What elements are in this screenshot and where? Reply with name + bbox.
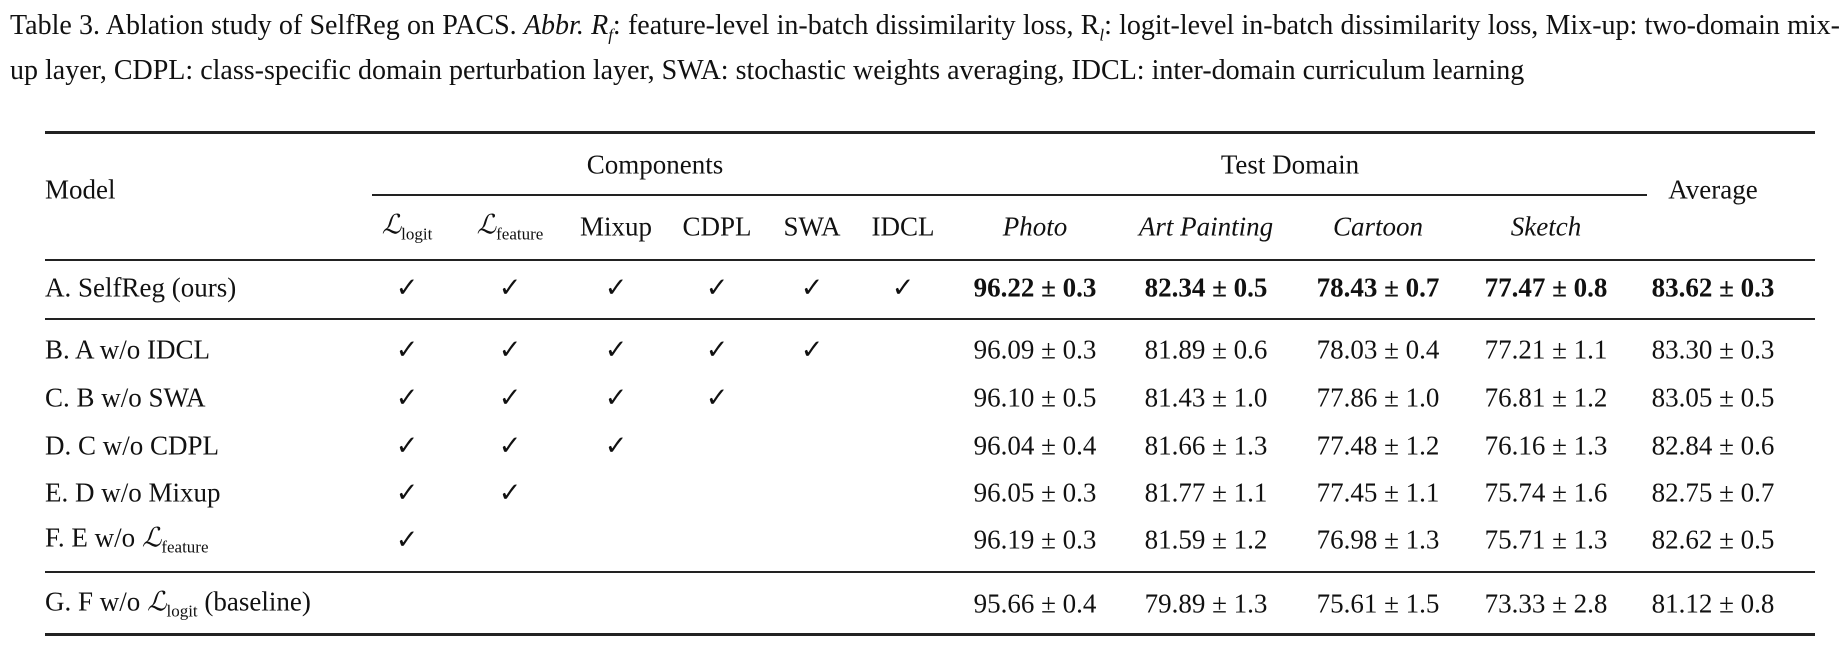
caption-label: Table 3. bbox=[10, 10, 101, 41]
header-component-5: IDCL bbox=[871, 211, 935, 242]
check-mark-icon: ✓ bbox=[498, 382, 522, 413]
check-mark-icon: ✓ bbox=[395, 477, 419, 508]
result-value: 77.21 ± 1.1 bbox=[1484, 334, 1608, 365]
table-rule bbox=[372, 194, 1647, 196]
result-value: 96.05 ± 0.3 bbox=[973, 477, 1097, 508]
caption-sub: f bbox=[608, 25, 613, 45]
result-value: 96.19 ± 0.3 bbox=[973, 524, 1097, 555]
result-value: 81.43 ± 1.0 bbox=[1144, 382, 1268, 413]
header-component-1: ℒfeature bbox=[476, 209, 544, 244]
table-rule bbox=[45, 633, 1815, 636]
result-value: 81.59 ± 1.2 bbox=[1144, 524, 1268, 555]
header-test-domain: Test Domain bbox=[1220, 149, 1360, 180]
model-name: E. D w/o Mixup bbox=[45, 477, 221, 508]
result-value: 96.04 ± 0.4 bbox=[973, 430, 1097, 461]
header-domain-0: Photo bbox=[1002, 211, 1068, 242]
check-mark-icon: ✓ bbox=[498, 334, 522, 365]
header-component-4: SWA bbox=[783, 211, 841, 242]
result-value: 83.30 ± 0.3 bbox=[1651, 334, 1775, 365]
result-value: 77.47 ± 0.8 bbox=[1484, 272, 1608, 303]
check-mark-icon: ✓ bbox=[604, 382, 628, 413]
table-rule bbox=[45, 259, 1815, 261]
result-value: 81.12 ± 0.8 bbox=[1651, 588, 1775, 619]
result-value: 82.34 ± 0.5 bbox=[1144, 272, 1268, 303]
result-value: 73.33 ± 2.8 bbox=[1484, 588, 1608, 619]
check-mark-icon: ✓ bbox=[498, 430, 522, 461]
check-mark-icon: ✓ bbox=[395, 272, 419, 303]
caption-text: Ablation study of SelfReg on PACS. bbox=[100, 10, 524, 41]
result-value: 83.62 ± 0.3 bbox=[1651, 272, 1775, 303]
check-mark-icon: ✓ bbox=[395, 382, 419, 413]
model-name: F. E w/o ℒfeature bbox=[45, 522, 209, 557]
check-mark-icon: ✓ bbox=[891, 272, 915, 303]
table-caption: Table 3. Ablation study of SelfReg on PA… bbox=[10, 8, 1840, 88]
table-rule bbox=[45, 318, 1815, 320]
check-mark-icon: ✓ bbox=[800, 272, 824, 303]
header-components: Components bbox=[586, 149, 724, 180]
result-value: 95.66 ± 0.4 bbox=[973, 588, 1097, 619]
check-mark-icon: ✓ bbox=[705, 382, 729, 413]
check-mark-icon: ✓ bbox=[498, 477, 522, 508]
check-mark-icon: ✓ bbox=[604, 334, 628, 365]
result-value: 96.22 ± 0.3 bbox=[973, 272, 1097, 303]
result-value: 76.98 ± 1.3 bbox=[1316, 524, 1440, 555]
result-value: 96.10 ± 0.5 bbox=[973, 382, 1097, 413]
result-value: 77.48 ± 1.2 bbox=[1316, 430, 1440, 461]
check-mark-icon: ✓ bbox=[604, 272, 628, 303]
result-value: 77.86 ± 1.0 bbox=[1316, 382, 1440, 413]
model-name: C. B w/o SWA bbox=[45, 382, 206, 413]
caption-abbr: Abbr. bbox=[523, 10, 584, 41]
model-name: D. C w/o CDPL bbox=[45, 430, 220, 461]
check-mark-icon: ✓ bbox=[705, 272, 729, 303]
result-value: 82.75 ± 0.7 bbox=[1651, 477, 1775, 508]
table-rule bbox=[45, 571, 1815, 573]
result-value: 78.43 ± 0.7 bbox=[1316, 272, 1440, 303]
caption-text: : logit-level in-batch dissimilarity los… bbox=[10, 10, 1841, 86]
header-component-0: ℒlogit bbox=[381, 209, 433, 244]
model-name: A. SelfReg (ours) bbox=[45, 272, 237, 303]
result-value: 75.71 ± 1.3 bbox=[1484, 524, 1608, 555]
check-mark-icon: ✓ bbox=[705, 334, 729, 365]
check-mark-icon: ✓ bbox=[498, 272, 522, 303]
result-value: 81.66 ± 1.3 bbox=[1144, 430, 1268, 461]
model-name: B. A w/o IDCL bbox=[45, 334, 211, 365]
check-mark-icon: ✓ bbox=[800, 334, 824, 365]
result-value: 78.03 ± 0.4 bbox=[1316, 334, 1440, 365]
check-mark-icon: ✓ bbox=[395, 524, 419, 555]
header-domain-1: Art Painting bbox=[1138, 211, 1274, 242]
result-value: 75.74 ± 1.6 bbox=[1484, 477, 1608, 508]
result-value: 81.89 ± 0.6 bbox=[1144, 334, 1268, 365]
result-value: 83.05 ± 0.5 bbox=[1651, 382, 1775, 413]
result-value: 96.09 ± 0.3 bbox=[973, 334, 1097, 365]
result-value: 82.62 ± 0.5 bbox=[1651, 524, 1775, 555]
header-model: Model bbox=[45, 174, 116, 205]
result-value: 81.77 ± 1.1 bbox=[1144, 477, 1268, 508]
model-name: G. F w/o ℒlogit (baseline) bbox=[45, 586, 311, 621]
header-component-2: Mixup bbox=[579, 211, 653, 242]
check-mark-icon: ✓ bbox=[395, 334, 419, 365]
header-component-3: CDPL bbox=[682, 211, 752, 242]
result-value: 75.61 ± 1.5 bbox=[1316, 588, 1440, 619]
check-mark-icon: ✓ bbox=[395, 430, 419, 461]
header-average: Average bbox=[1668, 174, 1758, 205]
table-rule bbox=[45, 131, 1815, 134]
result-value: 77.45 ± 1.1 bbox=[1316, 477, 1440, 508]
result-value: 79.89 ± 1.3 bbox=[1144, 588, 1268, 619]
caption-text: : feature-level in-batch dissimilarity l… bbox=[612, 10, 1100, 41]
check-mark-icon: ✓ bbox=[604, 430, 628, 461]
result-value: 82.84 ± 0.6 bbox=[1651, 430, 1775, 461]
result-value: 76.81 ± 1.2 bbox=[1484, 382, 1608, 413]
caption-text: R bbox=[583, 10, 609, 41]
header-domain-3: Sketch bbox=[1510, 211, 1582, 242]
caption-sub: l bbox=[1099, 25, 1105, 45]
result-value: 76.16 ± 1.3 bbox=[1484, 430, 1608, 461]
header-domain-2: Cartoon bbox=[1332, 211, 1424, 242]
